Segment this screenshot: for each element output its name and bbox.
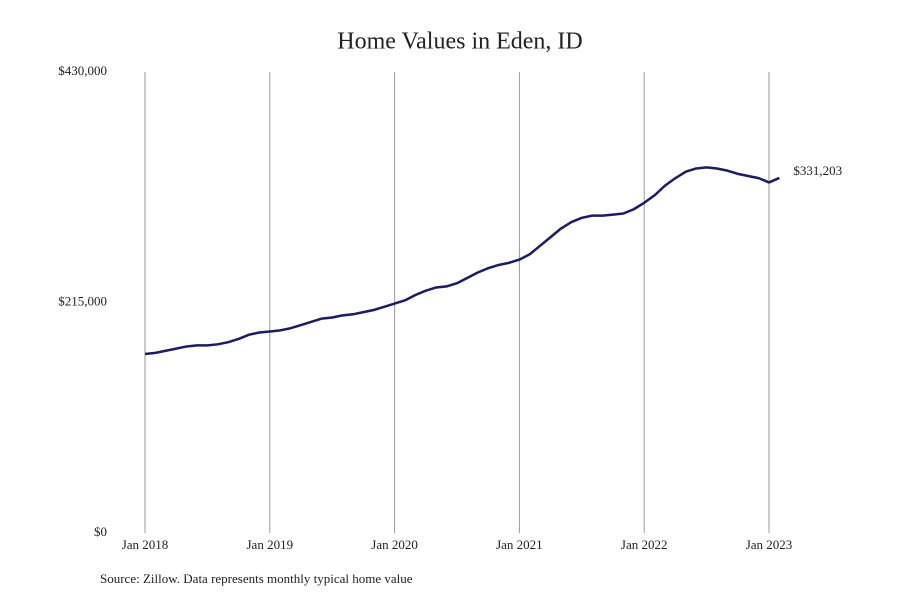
y-tick-label: $0	[94, 524, 107, 539]
y-tick-label: $430,000	[58, 63, 107, 78]
x-tick-label: Jan 2020	[371, 537, 418, 552]
value-label: $331,203	[793, 163, 842, 178]
x-tick-label: Jan 2022	[621, 537, 668, 552]
y-tick-label: $215,000	[58, 293, 107, 308]
x-tick-label: Jan 2021	[496, 537, 543, 552]
x-tick-label: Jan 2018	[122, 537, 169, 552]
x-tick-label: Jan 2023	[746, 537, 793, 552]
line	[144, 166, 780, 356]
source-note: Source: Zillow. Data represents monthly …	[100, 571, 413, 586]
chart-title: Home Values in Eden, ID	[337, 29, 583, 55]
x-tick-label: Jan 2019	[247, 537, 294, 552]
